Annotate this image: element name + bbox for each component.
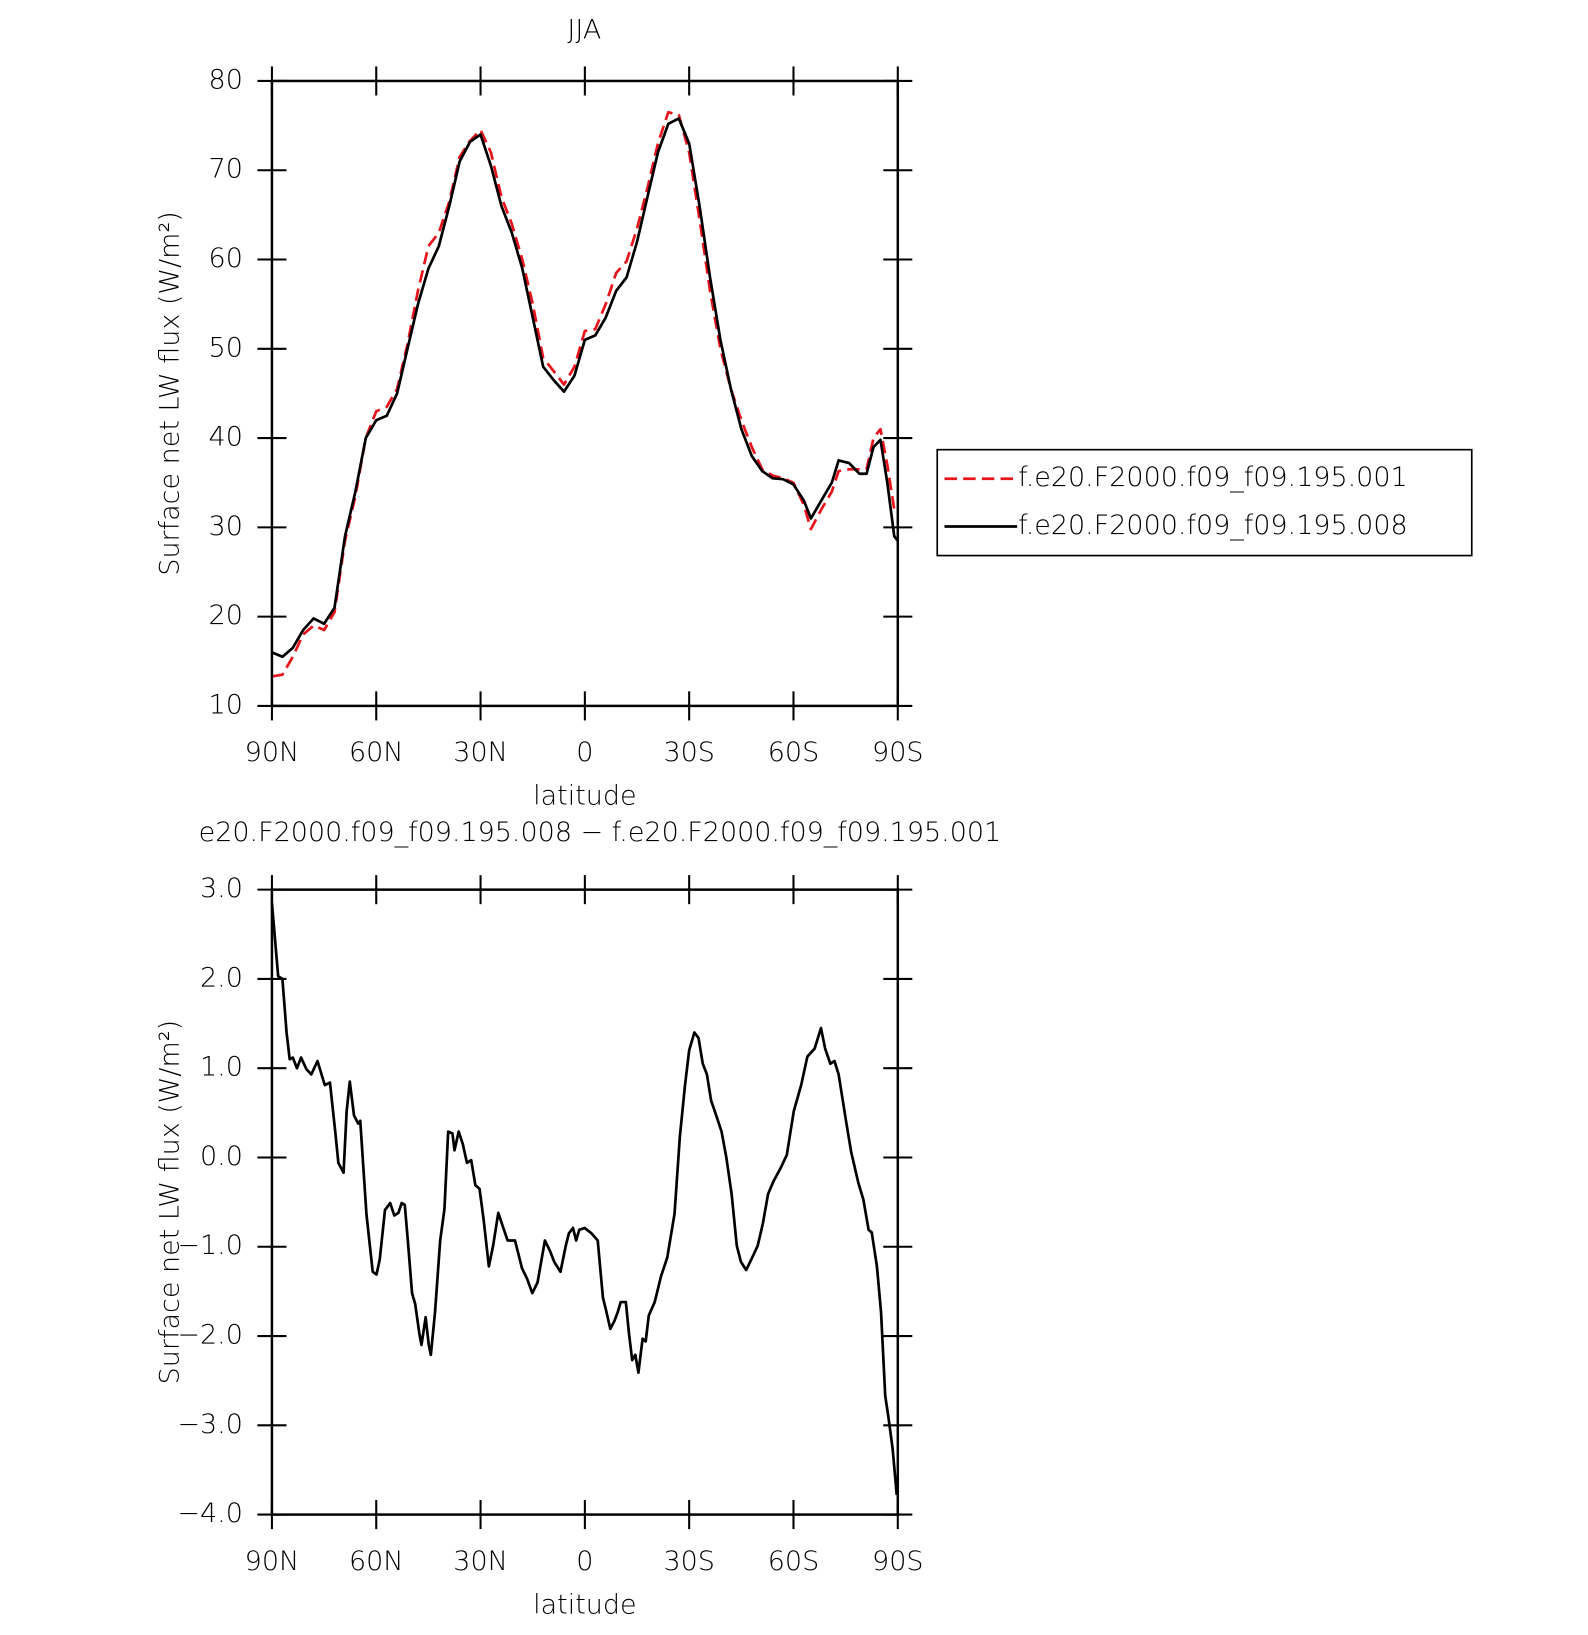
data-line	[270, 902, 899, 1496]
y-tick-label: 2.0	[200, 962, 243, 993]
x-tick-label: 90N	[245, 1546, 299, 1577]
y-tick-label: −3.0	[177, 1409, 242, 1440]
y-axis-label: Surface net LW flux (W/m²)	[155, 211, 186, 575]
y-axis-label: Surface net LW flux (W/m²)	[155, 1020, 186, 1384]
data-line	[271, 110, 899, 678]
x-tick-label: 30N	[453, 1546, 507, 1577]
data-line	[271, 117, 899, 659]
x-axis-label: latitude	[533, 1589, 636, 1620]
y-tick-label: −1.0	[177, 1230, 242, 1261]
y-tick-label: 3.0	[200, 873, 243, 904]
y-tick-label: 30	[209, 511, 243, 542]
legend-label: f.e20.F2000.f09_f09.195.001	[1018, 462, 1407, 493]
x-tick-label: 60S	[768, 1546, 819, 1577]
y-tick-label: 50	[209, 332, 243, 363]
plot-frame	[270, 79, 900, 708]
y-tick-label: 40	[209, 422, 243, 453]
x-tick-label: 0	[576, 1546, 593, 1577]
legend-box	[936, 448, 1473, 557]
y-tick-label: 80	[209, 64, 243, 95]
x-tick-label: 30S	[663, 737, 714, 768]
y-tick-label: 20	[209, 600, 243, 631]
x-axis-label: latitude	[533, 781, 636, 812]
x-tick-label: 90N	[245, 737, 299, 768]
chart-title: JJA	[567, 15, 601, 46]
x-tick-label: 60S	[768, 737, 819, 768]
x-tick-label: 90S	[872, 737, 923, 768]
x-tick-label: 60N	[349, 1546, 403, 1577]
y-tick-label: 10	[209, 689, 243, 720]
x-tick-label: 30S	[663, 1546, 714, 1577]
legend-label: f.e20.F2000.f09_f09.195.008	[1018, 510, 1407, 541]
y-tick-label: 70	[209, 154, 243, 185]
chart-title: e20.F2000.f09_f09.195.008 − f.e20.F2000.…	[199, 817, 1002, 848]
y-tick-label: 0.0	[200, 1141, 243, 1172]
y-tick-label: −2.0	[177, 1320, 242, 1351]
y-tick-label: 1.0	[200, 1052, 243, 1083]
x-tick-label: 30N	[453, 737, 507, 768]
x-tick-label: 90S	[872, 1546, 923, 1577]
x-tick-label: 60N	[349, 737, 403, 768]
x-tick-label: 0	[576, 737, 593, 768]
y-tick-label: 60	[209, 243, 243, 274]
y-tick-label: −4.0	[177, 1498, 242, 1529]
